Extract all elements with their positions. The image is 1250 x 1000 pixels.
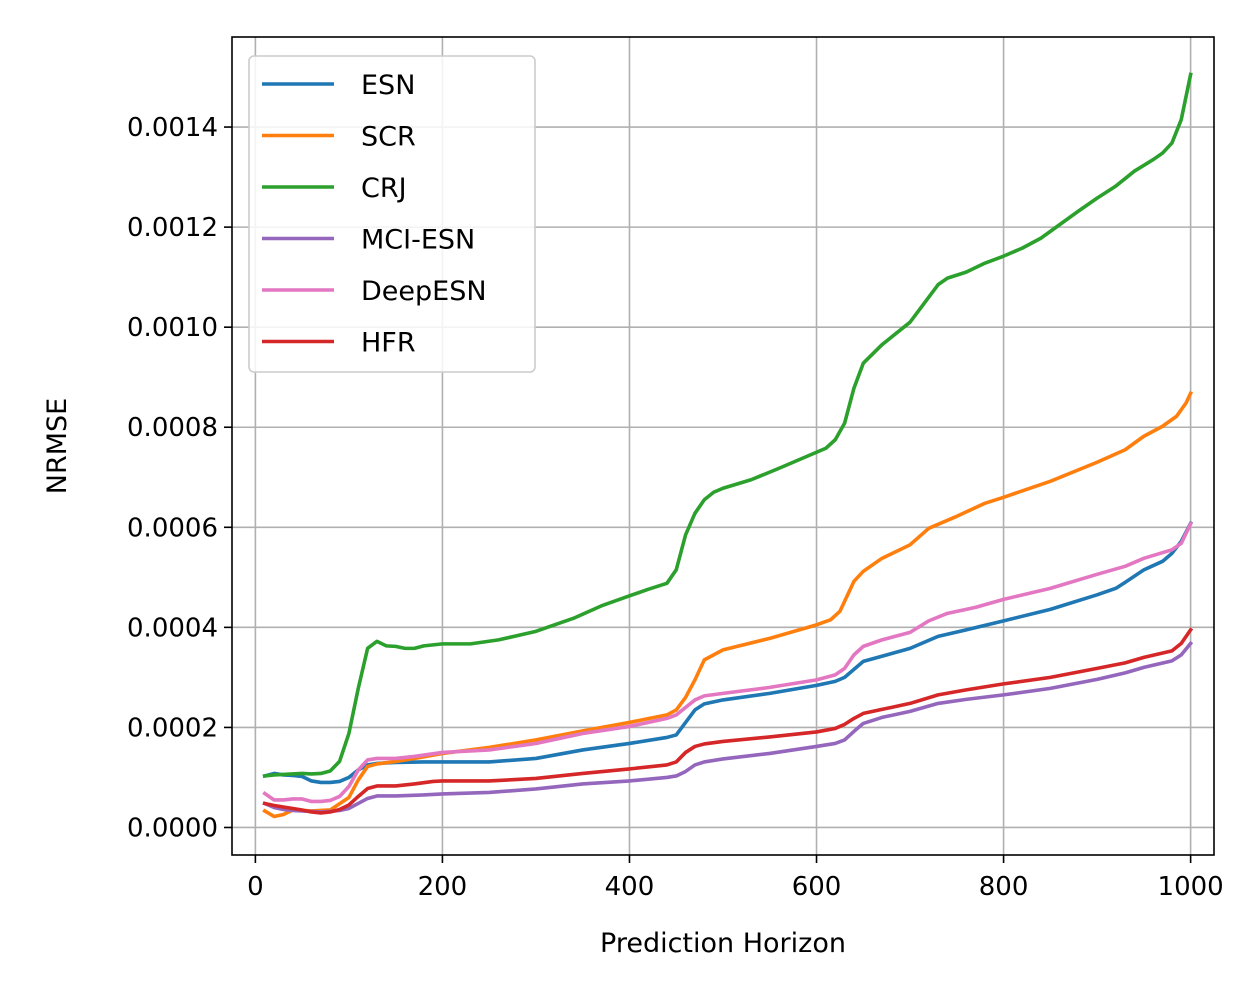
y-tick-label: 0.0008 [127, 413, 218, 443]
series-lines [262, 72, 1194, 819]
y-axis: 0.0000 0.0002 0.0004 0.0006 0.0008 0.0010 0.00… [127, 113, 232, 843]
legend-label-esn: ESN [361, 70, 415, 101]
legend: ESN SCR CRJ MCI-ESN DeepESN HFR [248, 55, 536, 373]
y-tick-label: 0.0014 [127, 113, 218, 143]
series-line-crj [262, 72, 1193, 778]
x-tick-label: 0 [247, 872, 264, 902]
y-tick-label: 0.0004 [127, 613, 218, 643]
x-tick-label: 200 [418, 872, 468, 902]
y-axis-title: NRMSE [42, 398, 73, 494]
legend-label-deepesn: DeepESN [361, 276, 487, 307]
x-tick-label: 1000 [1158, 872, 1224, 902]
series-line-scr [262, 390, 1194, 819]
x-axis: 0 200 400 600 800 1000 [247, 855, 1224, 902]
y-tick-label: 0.0010 [127, 313, 218, 343]
y-tick-label: 0.0000 [127, 813, 218, 843]
legend-label-hfr: HFR [361, 328, 416, 359]
plot-frame [231, 36, 1215, 856]
x-axis-title: Prediction Horizon [600, 928, 846, 959]
series-line-esn [262, 520, 1194, 785]
x-tick-label: 600 [792, 872, 842, 902]
legend-label-scr: SCR [361, 122, 416, 153]
y-tick-label: 0.0012 [127, 213, 218, 243]
y-tick-label: 0.0002 [127, 713, 218, 743]
legend-box [248, 55, 536, 373]
x-tick-label: 800 [979, 872, 1029, 902]
legend-label-mci-esn: MCI-ESN [361, 225, 475, 256]
series-line-hfr [262, 627, 1194, 815]
series-line-deepesn [262, 521, 1194, 804]
x-tick-label: 400 [605, 872, 655, 902]
legend-label-crj: CRJ [361, 173, 407, 204]
y-tick-label: 0.0006 [127, 513, 218, 543]
